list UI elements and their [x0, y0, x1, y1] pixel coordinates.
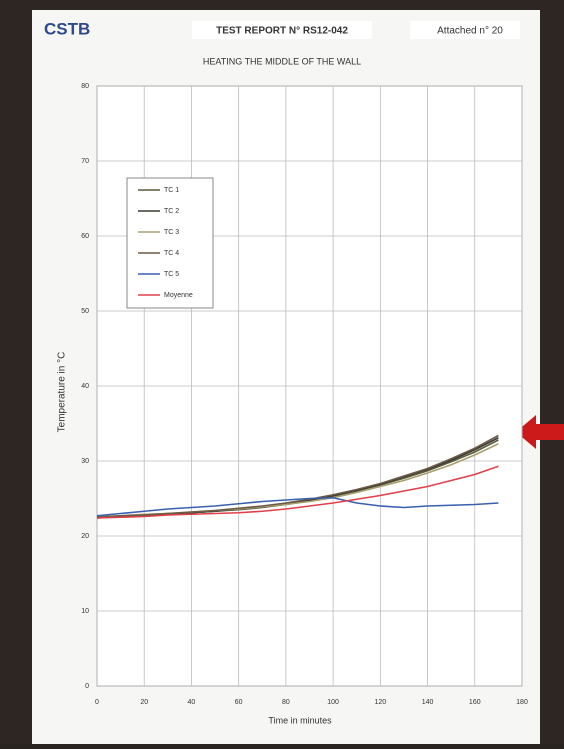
x-tick-label: 120	[374, 699, 386, 706]
x-tick-label: 20	[140, 699, 148, 706]
x-tick-label: 0	[95, 699, 99, 706]
logo: CSTB	[44, 19, 90, 38]
x-tick-label: 160	[469, 699, 481, 706]
y-tick-label: 20	[81, 533, 89, 540]
x-tick-label: 180	[516, 699, 528, 706]
page: CSTB TEST REPORT N° RS12-042 Attached n°…	[0, 0, 564, 744]
y-tick-label: 80	[81, 83, 89, 90]
legend-label: TC 1	[164, 187, 179, 194]
attached: Attached n° 20	[437, 26, 503, 37]
legend-label: Moyenne	[164, 292, 193, 299]
y-tick-label: 0	[85, 683, 89, 690]
x-axis-label: Time in minutes	[268, 715, 332, 725]
y-tick-label: 10	[81, 608, 89, 615]
legend-label: TC 4	[164, 250, 179, 257]
chart-title: HEATING THE MIDDLE OF THE WALL	[203, 56, 361, 66]
x-tick-label: 60	[235, 699, 243, 706]
y-tick-label: 40	[81, 383, 89, 390]
y-axis-label: Temperature in °C	[57, 352, 68, 433]
x-tick-label: 40	[188, 699, 196, 706]
y-tick-label: 60	[81, 233, 89, 240]
x-tick-label: 100	[327, 699, 339, 706]
report-title: TEST REPORT N° RS12-042	[216, 26, 348, 37]
legend-label: TC 5	[164, 271, 179, 278]
x-tick-label: 80	[282, 699, 290, 706]
legend-label: TC 2	[164, 208, 179, 215]
legend-box	[127, 178, 213, 308]
y-tick-label: 50	[81, 308, 89, 315]
y-tick-label: 30	[81, 458, 89, 465]
legend-label: TC 3	[164, 229, 179, 236]
x-tick-label: 140	[422, 699, 434, 706]
y-tick-label: 70	[81, 158, 89, 165]
